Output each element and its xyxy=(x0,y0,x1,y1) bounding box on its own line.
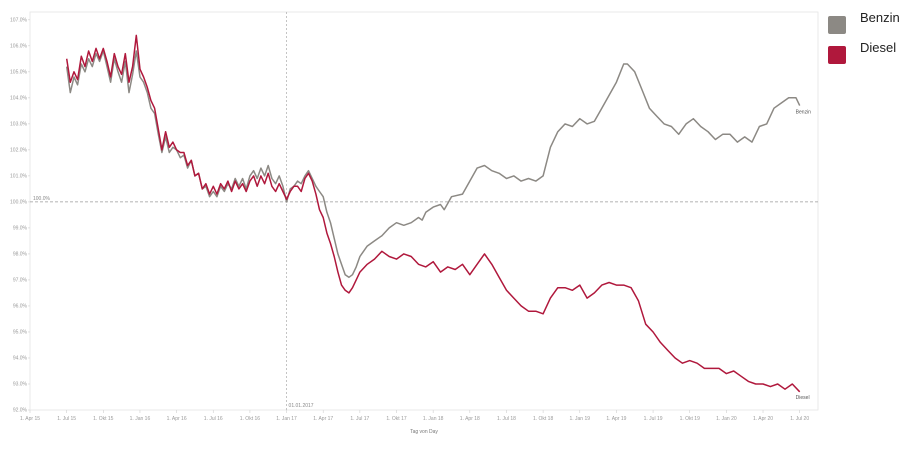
x-tick-label: 1. Okt 15 xyxy=(93,416,114,422)
end-labels: Benzin Diesel xyxy=(796,110,812,401)
plot-border xyxy=(29,11,819,411)
y-tick-label: 99.0% xyxy=(13,226,28,232)
legend-label-diesel: Diesel xyxy=(860,40,897,55)
x-tick-label: 1. Jan 17 xyxy=(276,416,297,422)
legend-item-diesel[interactable]: Diesel xyxy=(828,40,900,70)
x-tick-label: 1. Jan 19 xyxy=(569,416,590,422)
y-tick-label: 101.0% xyxy=(10,174,28,180)
legend: Benzin Diesel xyxy=(828,10,900,70)
x-tick-label: 1. Jul 18 xyxy=(497,416,516,422)
x-tick-label: 1. Apr 20 xyxy=(753,416,773,422)
legend-item-benzin[interactable]: Benzin xyxy=(828,10,900,40)
y-tick-label: 97.0% xyxy=(13,278,28,284)
x-tick-label: 1. Jul 15 xyxy=(57,416,76,422)
x-axis-title: Tag von Day xyxy=(410,429,438,435)
x-tick-label: 1. Jan 20 xyxy=(716,416,737,422)
x-tick-label: 1. Jan 16 xyxy=(130,416,151,422)
y-tick-label: 102.0% xyxy=(10,148,28,154)
x-tick-label: 1. Okt 18 xyxy=(533,416,554,422)
x-axis: 1. Apr 15 1. Jul 15 1. Okt 15 1. Jan 16 1. A… xyxy=(20,410,809,422)
y-tick-label: 106.0% xyxy=(10,44,28,50)
y-tick-label: 95.0% xyxy=(13,330,28,336)
series-line-diesel xyxy=(65,34,801,393)
legend-swatch-diesel xyxy=(828,46,846,64)
y-tick-label: 104.0% xyxy=(10,96,28,102)
x-tick-label: 1. Apr 17 xyxy=(313,416,333,422)
y-tick-label: 98.0% xyxy=(13,252,28,258)
x-tick-label: 1. Jul 16 xyxy=(204,416,223,422)
legend-label-benzin: Benzin xyxy=(860,10,900,25)
y-tick-label: 100.0% xyxy=(10,200,28,206)
vertical-marker-label: 01.01.2017 xyxy=(289,403,314,409)
x-tick-label: 1. Jul 19 xyxy=(644,416,663,422)
x-tick-label: 1. Apr 18 xyxy=(460,416,480,422)
end-label-diesel: Diesel xyxy=(796,395,810,401)
x-tick-label: 1. Okt 17 xyxy=(386,416,407,422)
y-tick-label: 94.0% xyxy=(13,356,28,362)
x-tick-label: 1. Jan 18 xyxy=(423,416,444,422)
y-tick-label: 92.0% xyxy=(13,408,28,414)
reference-line-label: 100.0% xyxy=(33,196,51,202)
x-tick-label: 1. Apr 19 xyxy=(606,416,626,422)
vertical-marker: 01.01.2017 xyxy=(286,12,314,410)
x-tick-label: 1. Apr 15 xyxy=(20,416,40,422)
end-label-benzin: Benzin xyxy=(796,110,812,116)
plot-frame xyxy=(29,11,819,411)
series-line-benzin xyxy=(65,50,801,279)
series-lines xyxy=(65,34,801,393)
x-tick-label: 1. Okt 16 xyxy=(240,416,261,422)
x-tick-label: 1. Jul 17 xyxy=(350,416,369,422)
x-tick-label: 1. Okt 19 xyxy=(680,416,701,422)
y-tick-label: 96.0% xyxy=(13,304,28,310)
reference-line: 100.0% xyxy=(30,196,818,203)
y-tick-label: 105.0% xyxy=(10,70,28,76)
x-tick-label: 1. Apr 16 xyxy=(167,416,187,422)
y-tick-label: 93.0% xyxy=(13,382,28,388)
y-tick-label: 107.0% xyxy=(10,18,28,24)
legend-swatch-benzin xyxy=(828,16,846,34)
y-tick-label: 103.0% xyxy=(10,122,28,128)
y-axis: 92.0% 93.0% 94.0% 95.0% 96.0% 97.0% 98.0% 99.0%… xyxy=(10,18,30,414)
x-tick-label: 1. Jul 20 xyxy=(790,416,809,422)
